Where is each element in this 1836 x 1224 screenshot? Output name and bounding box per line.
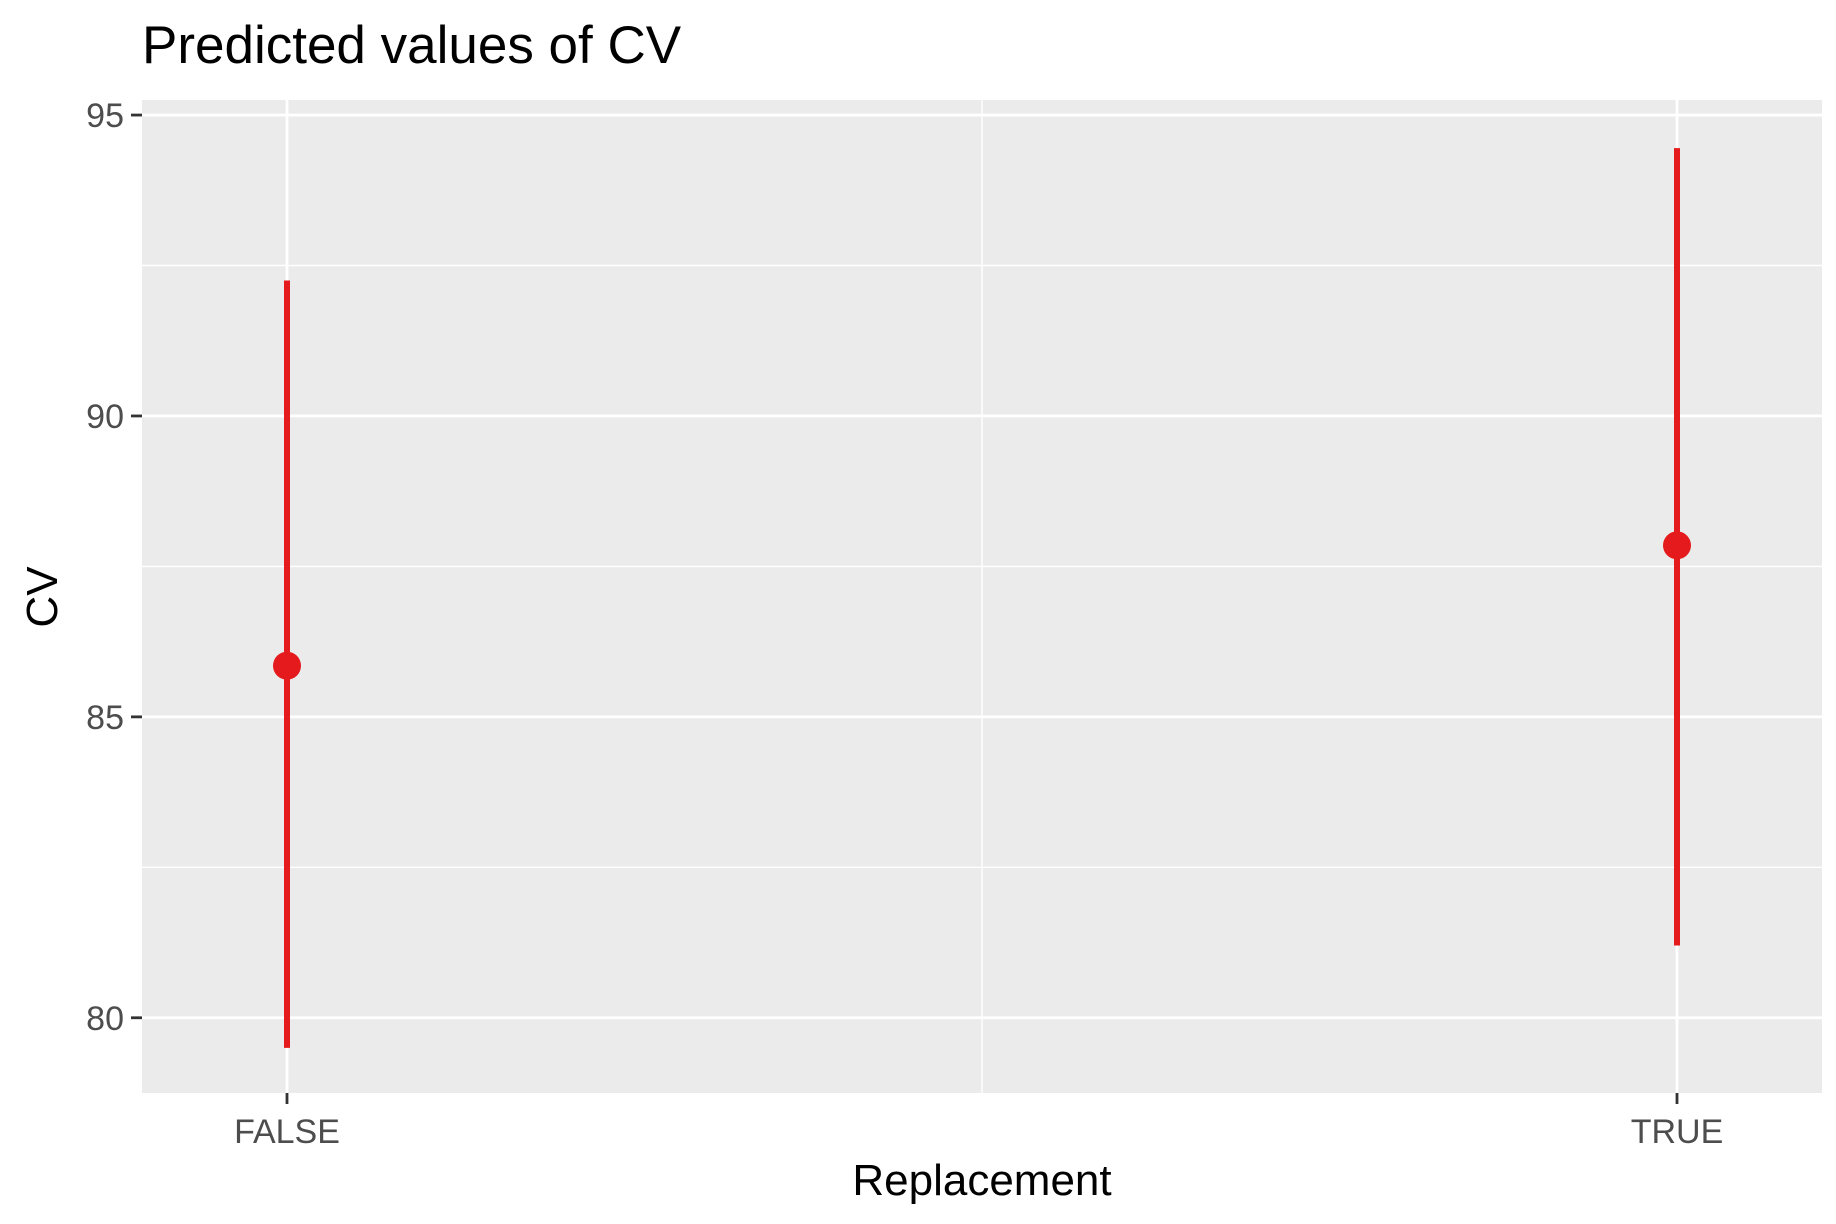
y-axis-ticks: 80 85 90 95 — [86, 97, 142, 1038]
y-axis-title: CV — [18, 566, 67, 628]
y-tick-label: 80 — [86, 1000, 124, 1038]
x-axis-ticks: FALSE TRUE — [234, 1093, 1723, 1151]
x-tick-label: FALSE — [234, 1113, 340, 1151]
y-tick-label: 90 — [86, 398, 124, 436]
x-tick-label: TRUE — [1631, 1113, 1724, 1151]
chart-title: Predicted values of CV — [142, 16, 682, 75]
data-point — [1663, 531, 1691, 560]
y-tick-label: 95 — [86, 97, 124, 135]
minor-gridlines — [142, 100, 1822, 1093]
data-point — [273, 651, 301, 680]
x-axis-title: Replacement — [852, 1156, 1111, 1205]
y-tick-label: 85 — [86, 699, 124, 737]
data-marks — [273, 148, 1691, 1048]
